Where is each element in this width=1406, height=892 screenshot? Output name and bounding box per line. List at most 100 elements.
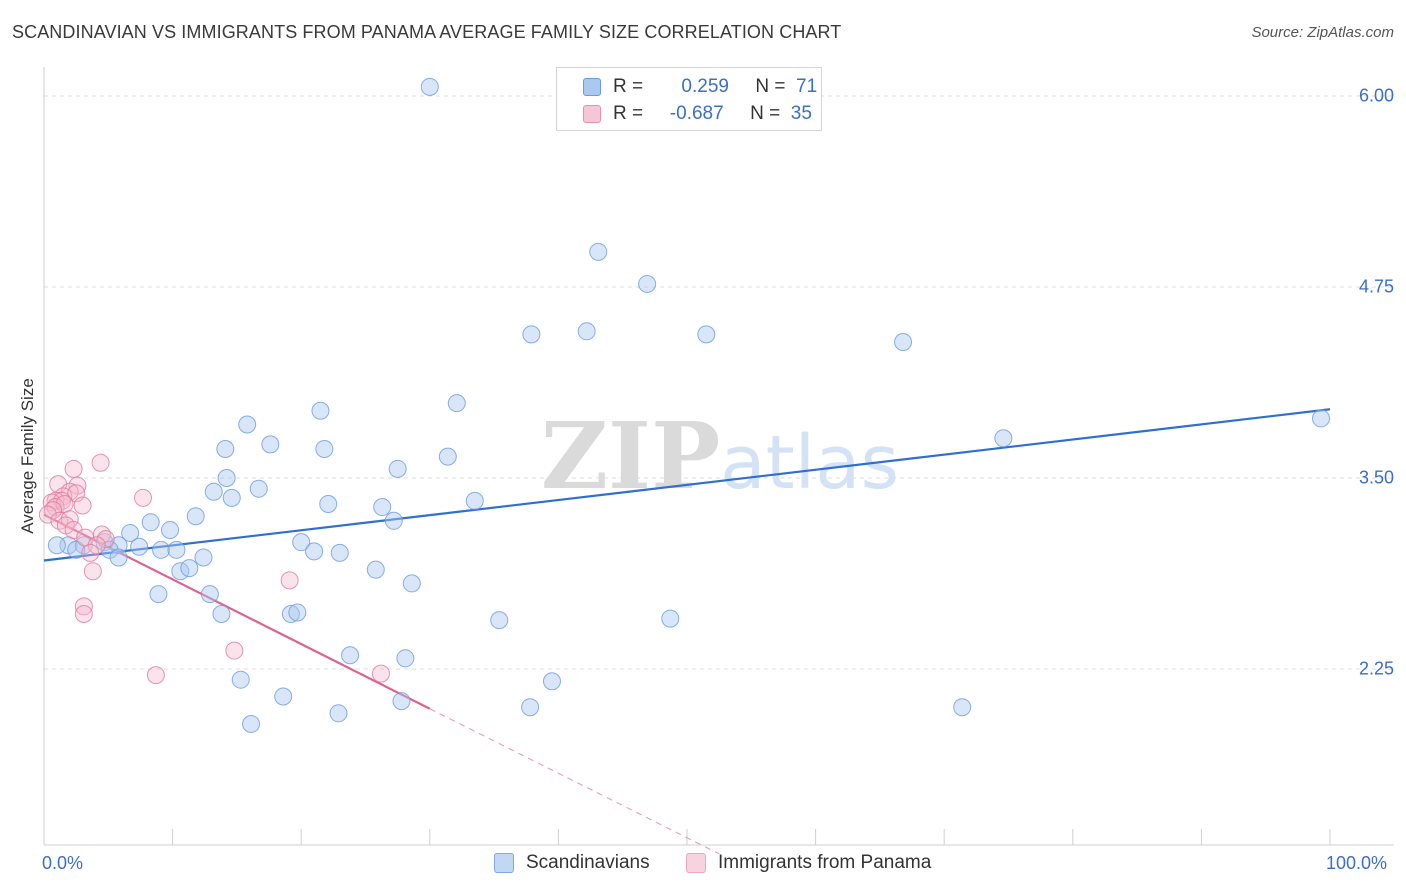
scandinavian-point (311, 401, 330, 420)
scandinavian-point (292, 533, 311, 552)
legend-n-value: 35 (790, 103, 812, 124)
legend-label: Immigrants from Panama (718, 852, 932, 873)
panama-point (83, 562, 102, 581)
series-panama (38, 453, 390, 685)
stats-legend: R = 0.259 N = 71 R = -0.687 N = 35 (556, 67, 822, 131)
scandinavian-point (638, 274, 657, 293)
legend-item-scandinavians[interactable]: Scandinavians (494, 852, 650, 874)
scandinavian-point (366, 560, 385, 579)
gridlines (44, 95, 1394, 670)
scandinavian-point (109, 548, 128, 567)
scandinavian-point (373, 498, 392, 517)
data-points (38, 77, 1330, 734)
scandinavian-point (994, 429, 1013, 448)
trend-line-scandinavians (43, 408, 1331, 562)
scandinavian-point (521, 698, 540, 717)
scandinavian-point (542, 672, 561, 691)
legend-n-label: N = (755, 76, 786, 97)
scandinavian-point (330, 543, 349, 562)
legend-swatch-blue (583, 78, 601, 96)
scandinavian-point (288, 603, 307, 622)
scandinavian-point (447, 394, 466, 413)
panama-point (146, 666, 165, 685)
scandinavian-point (212, 604, 231, 623)
scandinavian-point (438, 447, 457, 466)
scandinavian-point (204, 482, 223, 501)
panama-point (134, 488, 153, 507)
scandinavian-point (420, 77, 439, 96)
scandinavian-point (238, 415, 257, 434)
legend-label: Scandinavians (526, 852, 650, 873)
scandinavian-point (490, 611, 509, 630)
scandinavian-point (141, 513, 160, 532)
legend-swatch-blue (494, 853, 514, 873)
scandinavian-point (274, 687, 293, 706)
panama-point (38, 505, 57, 524)
scandinavian-point (121, 524, 140, 543)
scandinavian-point (217, 469, 236, 487)
trend-line-panama-extrapolated (429, 708, 720, 855)
axes (43, 67, 1394, 846)
scandinavian-point (249, 479, 268, 498)
scandinavian-point (341, 646, 360, 665)
legend-n-label: N = (750, 103, 781, 124)
scandinavian-point (661, 609, 680, 628)
scandinavian-point (1311, 409, 1330, 428)
scandinavian-point (522, 325, 541, 344)
panama-point (280, 571, 299, 590)
legend-r-value: 0.259 (681, 76, 729, 97)
scandinavian-point (577, 322, 596, 341)
scandinavian-point (216, 439, 235, 458)
watermark: ZIPatlas (541, 402, 899, 510)
scandinavian-point (315, 439, 334, 458)
scandinavian-point (67, 540, 86, 559)
scandinavian-point (152, 540, 171, 559)
scandinavian-point (281, 604, 300, 623)
scandinavian-point (200, 585, 219, 604)
panama-point (371, 664, 390, 683)
legend-swatch-pink (686, 853, 706, 873)
panama-point (74, 597, 93, 616)
y-tick-label: 2.25 (1358, 658, 1394, 679)
scandinavian-point (894, 333, 913, 352)
scandinavian-point (388, 459, 407, 478)
scandinavian-point (402, 574, 421, 593)
y-tick-label: 4.75 (1358, 276, 1394, 297)
scandinavian-point (261, 435, 280, 454)
scandinavian-point (194, 548, 213, 567)
legend-item-panama[interactable]: Immigrants from Panama (686, 852, 931, 874)
panama-point (81, 543, 100, 562)
scandinavian-point (953, 698, 972, 717)
scandinavian-point (465, 491, 484, 510)
legend-r-label: R = (613, 103, 644, 124)
series-scandinavians (47, 77, 1330, 734)
legend-r-value: -0.687 (669, 103, 724, 124)
scandinavian-point (180, 559, 199, 578)
scandinavian-point (329, 704, 348, 723)
y-tick-label: 6.00 (1358, 85, 1394, 106)
scandinavian-point (392, 692, 411, 711)
y-tick-label: 3.50 (1358, 467, 1394, 488)
scandinavian-point (186, 507, 205, 526)
watermark-zip: ZIP (541, 402, 720, 510)
x-tick-label-min: 0.0% (42, 853, 84, 873)
scandinavian-point (130, 537, 149, 556)
scandinavian-point (149, 585, 168, 604)
legend-n-value: 71 (796, 76, 818, 97)
legend-r-label: R = (613, 76, 644, 97)
panama-point (64, 459, 83, 478)
panama-point (87, 536, 106, 555)
scandinavian-point (161, 520, 180, 539)
legend-swatch-pink (583, 105, 601, 123)
x-tick-label-max: 100.0% (1326, 853, 1388, 873)
scandinavian-point (589, 242, 608, 261)
panama-point (73, 496, 92, 515)
scandinavian-point (319, 494, 338, 513)
scandinavian-point (231, 670, 250, 689)
scandinavian-point (242, 715, 261, 734)
panama-point (74, 604, 93, 623)
panama-point (91, 453, 110, 472)
scandinavian-point (167, 540, 186, 559)
scandinavian-point (222, 488, 241, 507)
